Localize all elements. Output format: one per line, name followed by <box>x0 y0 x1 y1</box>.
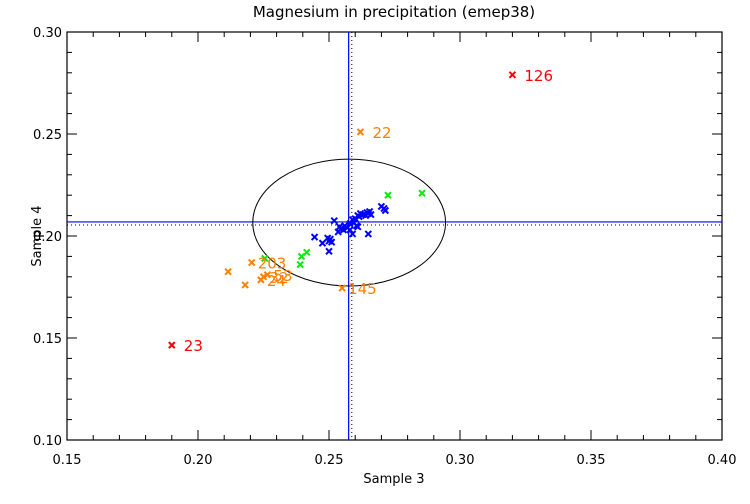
orange-point <box>224 267 232 276</box>
red-point <box>168 341 176 349</box>
point-label: 24 <box>267 272 286 290</box>
blue-point <box>346 226 354 234</box>
confidence-ellipse <box>252 158 447 287</box>
orange-point <box>338 284 346 292</box>
plot-area: 0.15 0.20 0.25 0.30 0.35 0.40 0.10 0.15 0.20 0.25… <box>33 26 736 468</box>
point-label: 126 <box>524 67 553 85</box>
y-tick-label: 0.25 <box>33 128 62 143</box>
red-point <box>508 71 517 79</box>
blue-point <box>354 223 362 231</box>
orange-point <box>248 258 256 267</box>
plot-frame <box>66 31 723 441</box>
blue-point <box>364 230 373 238</box>
blue-point <box>327 238 336 246</box>
y-tick-label: 0.15 <box>33 332 62 347</box>
x-tick-label: 0.40 <box>708 453 737 468</box>
orange-point <box>257 276 265 284</box>
blue-point <box>325 247 333 256</box>
y-tick-label: 0.30 <box>33 26 62 41</box>
x-tick-label: 0.30 <box>446 453 475 468</box>
point-label: 145 <box>348 280 377 298</box>
blue-point <box>318 239 327 247</box>
blue-point <box>367 210 375 219</box>
point-label: 23 <box>184 337 203 355</box>
green-point <box>296 260 304 269</box>
green-point <box>261 254 269 263</box>
point-label: 53 <box>273 267 292 285</box>
blue-point <box>330 216 338 225</box>
point-label: 203 <box>258 255 287 273</box>
y-axis-label: Sample 4 <box>30 205 45 266</box>
x-tick-label: 0.15 <box>53 453 82 468</box>
green-point <box>418 189 426 197</box>
point-label: 32 <box>270 269 289 287</box>
chart-title: Magnesium in precipitation (emep38) <box>253 3 535 21</box>
blue-point <box>348 230 357 238</box>
blue-point <box>335 223 344 231</box>
orange-point <box>263 271 272 279</box>
orange-point <box>356 128 365 136</box>
green-point <box>384 191 392 199</box>
blue-point <box>381 206 390 215</box>
green-point <box>303 248 311 257</box>
orange-point <box>241 281 249 289</box>
point-label: 22 <box>372 124 391 142</box>
x-tick-label: 0.20 <box>184 453 213 468</box>
y-tick-label: 0.20 <box>33 230 62 245</box>
blue-point <box>310 233 319 241</box>
y-tick-label: 0.10 <box>33 434 62 449</box>
x-axis-label: Sample 3 <box>363 472 424 487</box>
x-tick-label: 0.25 <box>315 453 344 468</box>
x-tick-label: 0.35 <box>577 453 606 468</box>
